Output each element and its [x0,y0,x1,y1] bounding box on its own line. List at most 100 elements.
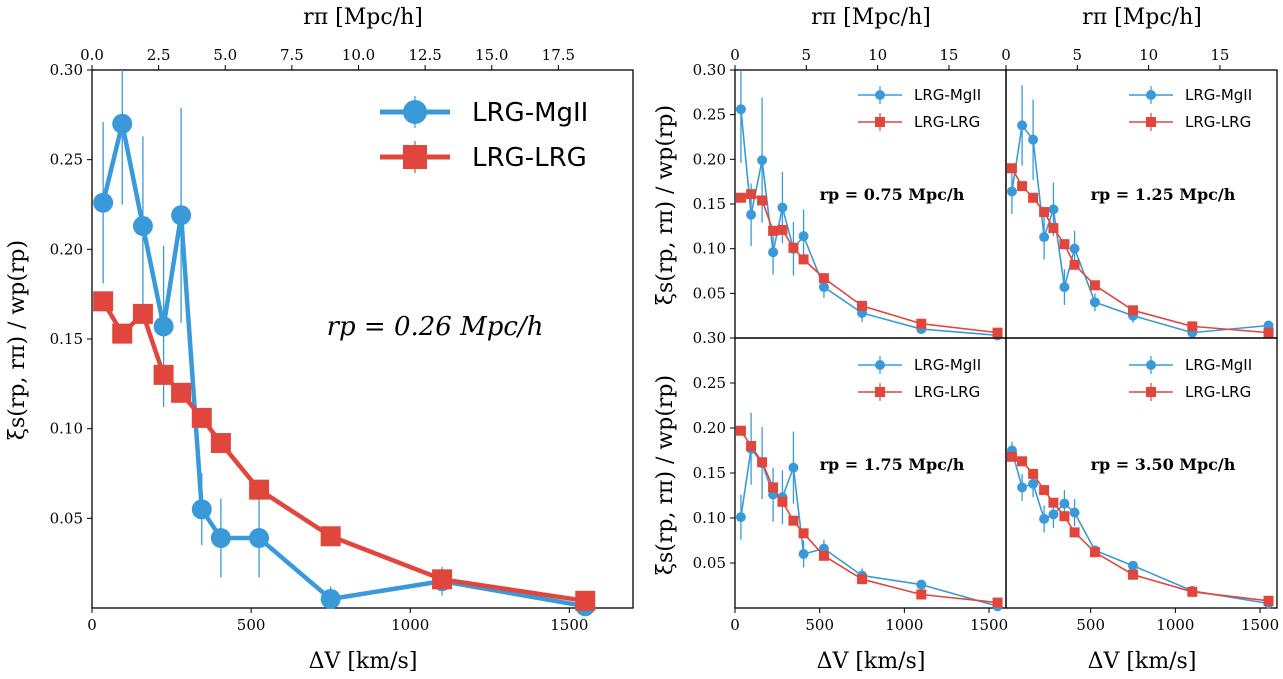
mgii-data-point [1048,204,1059,215]
mgii-data-point [1069,507,1080,518]
legend-mgii-label: LRG-MgII [1185,86,1252,104]
lrg-data-point [1089,280,1100,291]
mgii-data-point [1089,297,1100,308]
mgii-data-point [93,192,114,213]
legend-lrg-marker [875,387,885,397]
lrg-data-point [171,382,192,403]
lrg-data-point [153,364,174,385]
y-tick-label: 0.30 [693,329,726,347]
top-x-tick-label: 10 [868,46,887,64]
lrg-data-point [575,590,596,611]
y-tick-label: 0.10 [50,420,83,438]
bottom-right-panel: 500 1000 1500 LRG-MgII LRG-LRG rp = 3.50 Mpc/… [1005,337,1279,634]
x-tick-label: 1500 [970,616,1008,634]
lrg-data-point [191,407,212,428]
legend-mgii-label: LRG-MgII [914,356,981,374]
main-x-axis-label: ΔV [km/s] [309,649,418,674]
x-tick-label: 500 [1076,616,1105,634]
legend-lrg-marker [403,145,427,169]
legend-lrg-label: LRG-LRG [472,143,587,173]
x-tick-label: 1000 [1156,616,1194,634]
legend-mgii-marker [1146,360,1156,370]
lrg-data-point [735,192,746,203]
mgii-data-point [320,589,341,610]
lrg-data-point [1017,456,1028,467]
lrg-data-point [1048,223,1059,234]
mgii-data-point [132,216,153,237]
lrg-data-point [1128,569,1139,580]
x-tick-label: 1000 [885,616,923,634]
mgii-data-point [1006,186,1017,197]
bottom-left-panel: 0 500 1000 1500 0.05 0.10 0.15 0.20 0.25 0.30 LRG-… [693,329,1009,634]
y-tick-label: 0.30 [50,61,83,79]
mgii-data-point [798,549,809,559]
y-tick-label: 0.10 [693,509,726,527]
legend-lrg-marker [1146,117,1156,127]
lrg-data-point [916,318,927,329]
lrg-data-point [1006,451,1017,462]
legend-lrg-label: LRG-LRG [914,383,980,401]
y-tick-label: 0.25 [693,106,726,124]
mgii-data-point [788,462,799,473]
right-x-axis-label-right: ΔV [km/s] [1088,649,1197,674]
x-tick-label: 1500 [550,616,588,634]
y-tick-label: 0.15 [50,330,83,348]
y-tick-label: 0.15 [693,464,726,482]
rp-annotation: rp = 1.25 Mpc/h [1091,185,1236,204]
legend-mgii-marker [1146,90,1156,100]
legend-mgii-marker [875,360,885,370]
y-tick-label: 0.05 [50,509,83,527]
top-x-tick-label: 15 [939,46,958,64]
lrg-data-point [1059,511,1070,522]
lrg-data-point [992,327,1003,338]
rp-annotation: rp = 3.50 Mpc/h [1091,455,1236,474]
y-tick-label: 0.05 [693,284,726,302]
mgii-data-point [1017,120,1028,131]
lrg-series-line [101,300,586,604]
mgii-data-point [777,202,788,213]
main-top-x-axis-label: rπ [Mpc/h] [303,5,423,30]
mgii-data-point [1069,243,1080,254]
top-x-tick-label: 10 [1139,46,1158,64]
mgii-data-point [1039,232,1050,243]
lrg-data-point [916,589,927,600]
x-tick-label: 500 [805,616,834,634]
mgii-data-point [1048,509,1059,520]
lrg-data-point [1069,259,1080,270]
lrg-data-point [798,254,809,265]
lrg-data-point [735,425,746,436]
top-x-tick-label: 15.0 [475,46,508,64]
lrg-data-point [757,457,768,468]
top-x-tick-label: 7.5 [280,46,304,64]
mgii-data-point [210,528,231,549]
mgii-data-point [1059,498,1070,509]
top-x-tick-label: 0 [730,46,740,64]
lrg-data-point [818,550,829,561]
mgii-data-point [1128,560,1139,571]
lrg-data-point [432,569,453,590]
lrg-data-point [788,242,799,253]
mgii-data-point [1028,478,1039,489]
mgii-data-point [1059,282,1070,293]
main-panel: 0 500 1000 1500 0.05 0.10 0.15 0.20 0.25 0.300.0 2… [50,46,634,634]
lrg-data-point [1048,497,1059,508]
lrg-data-point [746,189,757,200]
lrg-data-point [132,303,153,324]
mgii-data-point [768,247,779,258]
legend-mgii-marker [403,100,427,124]
mgii-data-point [171,205,192,226]
top-x-tick-label: 5.0 [213,46,237,64]
mgii-data-point [191,499,212,520]
x-tick-label: 1000 [391,616,429,634]
top-x-tick-label: 5 [1073,46,1083,64]
right-y-axis-label-top: ξs(rp, rπ) / wp(rp) [653,105,678,305]
legend-mgii-label: LRG-MgII [472,98,588,128]
lrg-data-point [1006,163,1017,174]
y-tick-label: 0.25 [50,151,83,169]
lrg-data-point [768,482,779,493]
lrg-series-line [1011,456,1269,602]
y-tick-label: 0.25 [693,374,726,392]
top-left-panel: 0.05 0.10 0.15 0.20 0.25 0.300 5 10 15 LRG-MgII LR… [693,46,1007,341]
lrg-data-point [210,433,231,454]
